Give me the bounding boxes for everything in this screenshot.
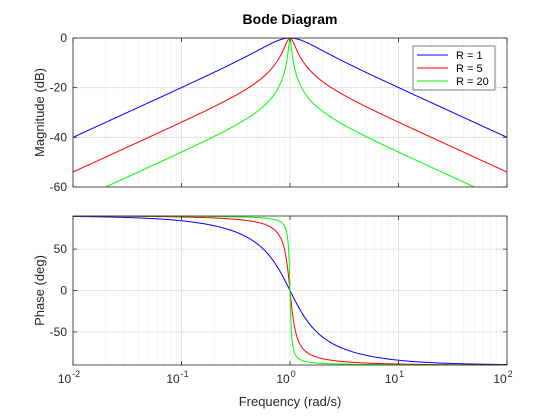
phase-panel: 50 0 -50 Phase (deg) <box>32 215 508 366</box>
magnitude-y-ticks: 0 -20 -40 -60 <box>50 31 507 194</box>
magnitude-panel: 0 -20 -40 -60 Magnitude (dB) R = 1 R = 5 R … <box>32 31 508 194</box>
y-tick-label: -50 <box>50 325 68 339</box>
x-tick-exponent: 1 <box>399 369 404 379</box>
y-tick-label: -60 <box>50 180 68 194</box>
phase-y-ticks: 50 0 -50 <box>50 242 507 339</box>
legend-entry-r5: R = 5 <box>456 63 483 75</box>
legend-entry-r1: R = 1 <box>456 50 483 62</box>
x-tick-exponent: -1 <box>181 369 189 379</box>
magnitude-y-label: Magnitude (dB) <box>32 68 47 157</box>
x-tick-label: 10-2 <box>58 369 80 386</box>
x-tick-label: 10-1 <box>166 369 188 386</box>
x-tick-exponent: 2 <box>508 369 513 379</box>
chart-title: Bode Diagram <box>243 11 338 27</box>
y-tick-label: 0 <box>60 284 67 298</box>
legend: R = 1 R = 5 R = 20 <box>412 45 496 91</box>
x-tick-exponent: 0 <box>291 369 296 379</box>
x-tick-labels: 10-2 10-1 100 101 102 <box>58 38 513 386</box>
legend-entry-r20: R = 20 <box>456 76 489 88</box>
y-tick-label: 50 <box>54 242 68 256</box>
y-tick-label: 0 <box>60 31 67 45</box>
x-tick-exponent: -2 <box>72 369 80 379</box>
y-tick-label: -40 <box>50 130 68 144</box>
x-tick-label: 101 <box>385 369 404 386</box>
phase-y-label: Phase (deg) <box>32 255 47 326</box>
y-tick-label: -20 <box>50 81 68 95</box>
x-axis-label: Frequency (rad/s) <box>239 394 342 409</box>
x-tick-label: 102 <box>493 369 512 386</box>
x-tick-label: 100 <box>276 369 295 386</box>
